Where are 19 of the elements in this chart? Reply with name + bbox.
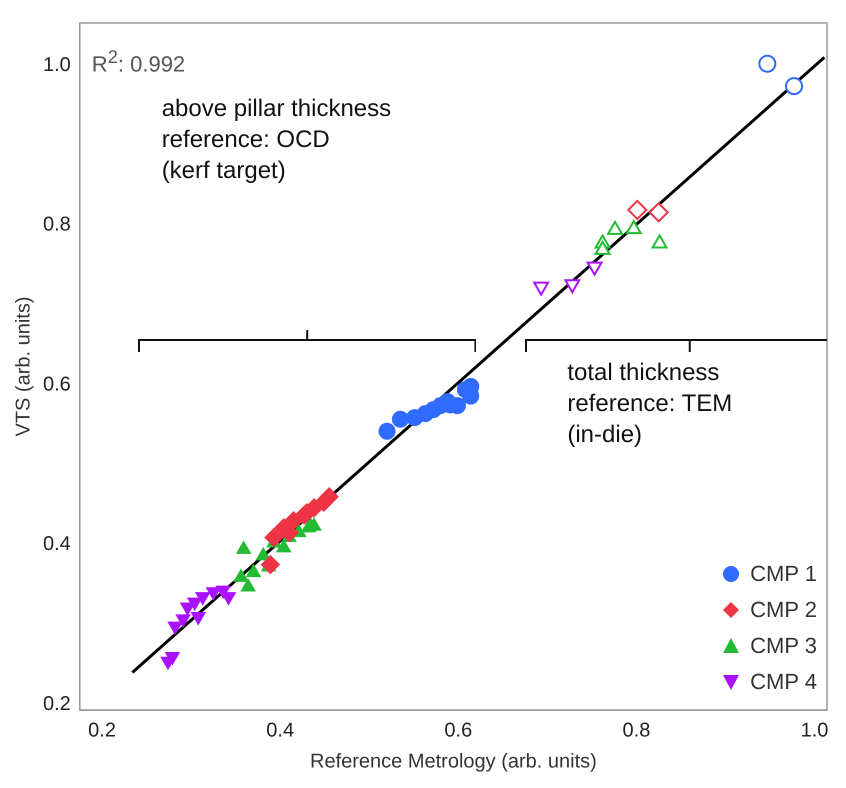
y-axis-title: VTS (arb. units): [12, 296, 35, 437]
y-tick-label: 0.4: [42, 533, 71, 556]
x-tick-label: 0.8: [622, 720, 650, 742]
annotation: above pillar thickness reference: OCD (kerf target): [162, 94, 392, 186]
x-axis-title: Reference Metrology (arb. units): [310, 750, 597, 773]
legend-label: CMP 3: [750, 633, 817, 659]
y-tick-label: 0.8: [42, 214, 71, 236]
x-tick-label: 0.6: [444, 720, 472, 742]
legend-label: CMP 2: [750, 597, 817, 623]
legend-label: CMP 1: [750, 561, 817, 587]
y-tick-label: 0.6: [42, 373, 71, 396]
y-tick-label: 1.0: [42, 54, 71, 76]
annotation: R$^{2}$: 0.992: [92, 45, 186, 78]
x-tick-label: 1.0: [800, 720, 828, 742]
legend-label: CMP 4: [750, 669, 817, 695]
x-tick-label: 0.2: [88, 720, 116, 742]
annotation: total thickness reference: TEM (in-die): [567, 358, 732, 450]
x-tick-label: 0.4: [266, 720, 294, 742]
y-tick-label: 0.2: [42, 692, 71, 715]
